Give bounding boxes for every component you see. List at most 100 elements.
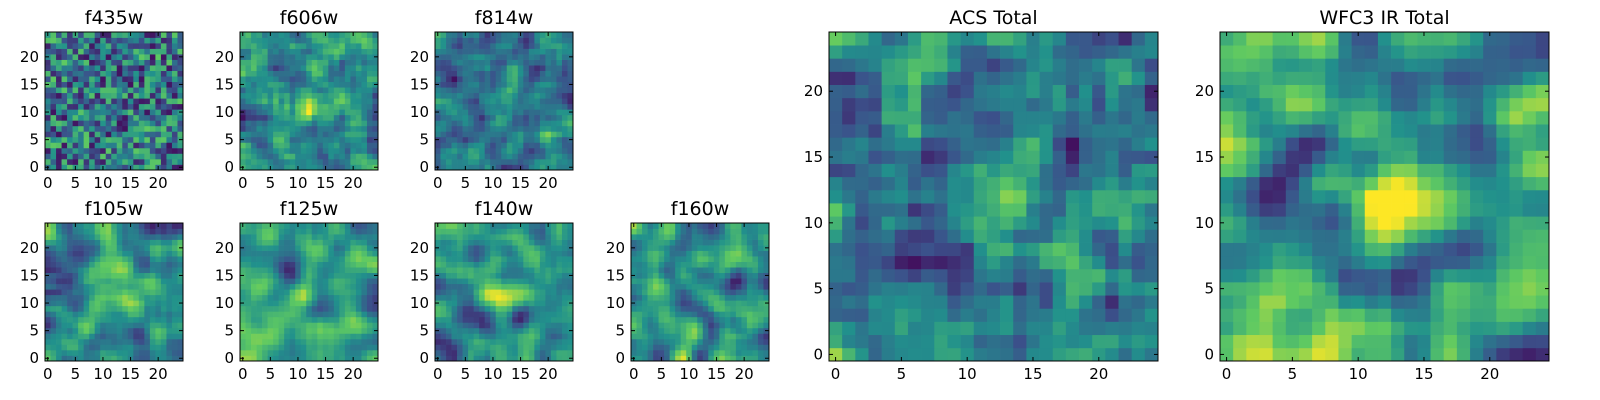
heatmap-cell — [636, 300, 643, 307]
heatmap-cell — [986, 347, 1001, 362]
heatmap-cell — [177, 32, 184, 38]
heatmap-cell — [713, 278, 720, 285]
heatmap-cell — [636, 283, 643, 290]
heatmap-cell — [45, 344, 51, 351]
heatmap-cell — [366, 136, 373, 143]
heatmap-cell — [160, 250, 167, 257]
heatmap-cell — [61, 300, 68, 307]
heatmap-cell — [311, 228, 318, 235]
heatmap-cell — [440, 256, 447, 262]
heatmap-cell — [479, 153, 486, 160]
heatmap-cell — [372, 305, 379, 312]
heatmap-cell — [138, 267, 145, 274]
heatmap-cell — [561, 48, 568, 55]
heatmap-cell — [317, 70, 324, 77]
heatmap-cell — [322, 267, 329, 274]
heatmap-cell — [658, 228, 665, 235]
heatmap-cell — [166, 261, 173, 268]
heatmap-cell — [94, 164, 101, 171]
heatmap-cell — [653, 272, 659, 279]
x-tick-label: 10 — [483, 365, 502, 383]
heatmap-cell — [680, 300, 687, 307]
heatmap-cell — [339, 245, 346, 251]
heatmap-cell — [539, 355, 546, 362]
heatmap-cell — [350, 333, 357, 340]
heatmap-cell — [842, 203, 856, 217]
heatmap-cell — [177, 322, 184, 329]
heatmap-cell — [506, 98, 513, 105]
heatmap-cell — [56, 278, 62, 285]
heatmap-cell — [122, 43, 129, 49]
heatmap-cell — [631, 289, 637, 296]
heatmap-cell — [484, 250, 491, 257]
heatmap-cell — [697, 239, 704, 246]
heatmap-cell — [730, 223, 737, 229]
heatmap-cell — [528, 147, 535, 154]
heatmap-cell — [473, 142, 480, 149]
heatmap-cell — [149, 250, 156, 257]
heatmap-cell — [45, 278, 51, 285]
heatmap-cell — [462, 81, 469, 88]
heatmap-cell — [339, 327, 346, 334]
heatmap-cell — [960, 268, 975, 283]
heatmap-cell — [155, 294, 162, 301]
heatmap-cell — [251, 272, 257, 279]
heatmap-cell — [1026, 295, 1040, 309]
heatmap-cell — [947, 308, 961, 322]
heatmap-cell — [921, 150, 935, 164]
heatmap-cell — [550, 250, 557, 257]
heatmap-cell — [56, 333, 62, 340]
heatmap-cell — [133, 311, 140, 318]
heatmap-cell — [960, 203, 975, 217]
heatmap-cell — [528, 272, 535, 279]
heatmap-cell — [490, 81, 497, 88]
heatmap-cell — [495, 70, 502, 77]
heatmap-cell — [56, 136, 62, 143]
heatmap-cell — [111, 272, 118, 279]
heatmap-cell — [245, 239, 252, 246]
heatmap-cell — [100, 153, 107, 160]
heatmap-cell — [267, 327, 274, 334]
heatmap-cell — [490, 37, 497, 44]
x-tick-label: 5 — [266, 365, 276, 383]
heatmap-cell — [171, 245, 178, 251]
heatmap-cell — [89, 147, 96, 154]
heatmap-cell — [273, 245, 279, 251]
heatmap-cell — [350, 261, 357, 268]
heatmap-cell — [278, 136, 285, 143]
heatmap-cell — [273, 142, 279, 149]
heatmap-cell — [105, 54, 112, 60]
heatmap-cell — [457, 65, 463, 71]
heatmap-cell — [680, 239, 687, 246]
heatmap-cell — [528, 300, 535, 307]
heatmap-cell — [245, 164, 252, 171]
heatmap-cell — [289, 344, 296, 351]
heatmap-cell — [138, 92, 145, 99]
heatmap-cell — [636, 223, 643, 229]
heatmap-cell — [451, 267, 458, 274]
heatmap-cell — [339, 305, 346, 312]
heatmap-cell — [479, 294, 486, 301]
heatmap-cell — [122, 338, 129, 345]
heatmap-cell — [735, 305, 742, 312]
heatmap-cell — [528, 32, 535, 38]
heatmap-cell — [122, 228, 129, 235]
heatmap-cell — [171, 54, 178, 60]
heatmap-cell — [311, 316, 318, 323]
heatmap-cell — [752, 278, 759, 285]
heatmap-cell — [67, 338, 73, 345]
heatmap-cell — [528, 250, 535, 257]
heatmap-cell — [166, 294, 173, 301]
heatmap-cell — [127, 250, 134, 257]
heatmap-cell — [567, 261, 574, 268]
y-tick-label: 15 — [20, 266, 39, 284]
heatmap-cell — [67, 70, 73, 77]
heatmap-cell — [702, 355, 709, 362]
heatmap-cell — [300, 267, 307, 274]
heatmap-cell — [457, 239, 463, 246]
heatmap-cell — [289, 245, 296, 251]
heatmap-cell — [138, 261, 145, 268]
heatmap-cell — [550, 294, 557, 301]
heatmap-cell — [122, 311, 129, 318]
heatmap-cell — [523, 147, 530, 154]
